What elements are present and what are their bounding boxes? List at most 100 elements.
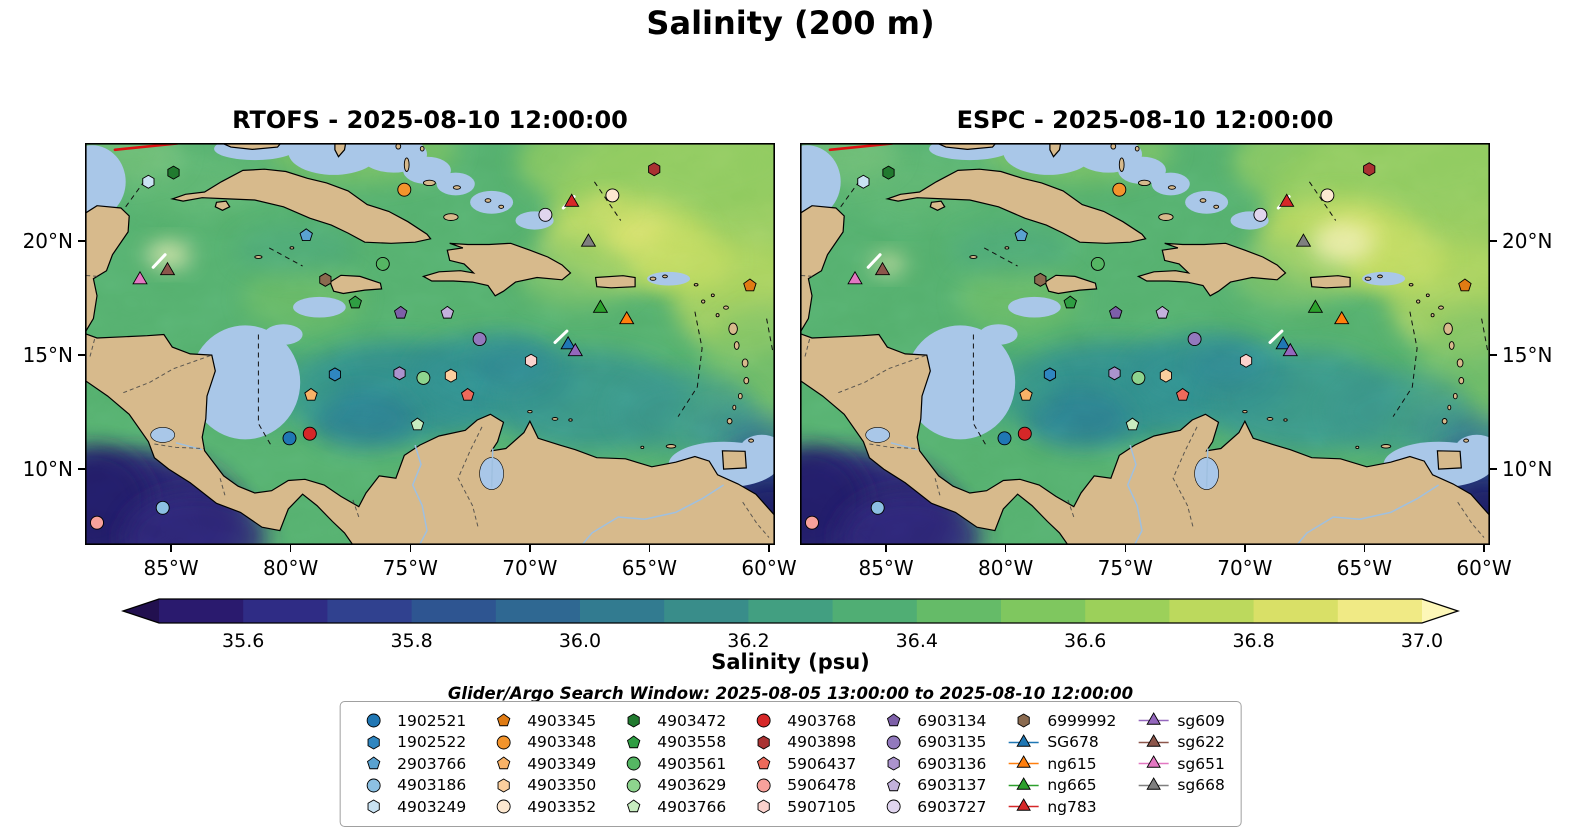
triangle-marker-glyph: [1146, 733, 1161, 747]
circle-marker-glyph: [756, 778, 771, 793]
river: [1126, 444, 1143, 545]
panel-title-rtofs: RTOFS - 2025-08-10 12:00:00: [232, 106, 628, 134]
legend-entry-4903768: 4903768: [746, 710, 856, 732]
legend-entry-5906478: 5906478: [746, 775, 856, 797]
shallow-bank: [1185, 190, 1229, 214]
x-tick-label: 80°W: [978, 556, 1034, 580]
small-island: [254, 255, 263, 259]
y-tick-label: 20°N: [22, 229, 73, 254]
map-espc: [800, 143, 1490, 545]
shallow-bank: [1151, 172, 1190, 196]
small-island: [741, 358, 749, 368]
hexagon-marker-glyph: [367, 799, 380, 814]
marker-6903134: [393, 305, 408, 319]
small-island: [662, 274, 668, 279]
marker-4903349: [1019, 387, 1033, 401]
legend-label: 4903345: [527, 711, 597, 730]
circle-marker-glyph: [886, 735, 901, 750]
legend-label: 4903352: [527, 797, 597, 816]
small-island: [452, 185, 461, 190]
triangle-marker-glyph: [1146, 712, 1161, 725]
x-tick: [885, 545, 887, 552]
marker-4903898: [648, 162, 661, 177]
pentagon-marker-icon: [886, 713, 900, 727]
small-island: [649, 276, 657, 281]
shallow-bank: [470, 190, 514, 214]
x-tick: [529, 545, 531, 552]
country-border: [869, 443, 919, 449]
shallow-bank: [647, 271, 691, 286]
legend-entry-sg609: sg609: [1136, 710, 1225, 732]
legend-label: 2903766: [397, 754, 467, 773]
small-island: [737, 392, 743, 400]
triangle-marker-glyph: [1016, 755, 1031, 768]
marker-4903766: [1125, 417, 1140, 431]
pentagon-marker-icon: [626, 735, 640, 748]
marker-sg609: [567, 342, 583, 357]
country-border: [934, 478, 941, 496]
jamaica: [329, 274, 383, 295]
small-island: [723, 305, 729, 310]
marker-4903345: [743, 278, 757, 292]
pentagon-marker-glyph: [886, 778, 900, 791]
river: [411, 444, 428, 545]
marker-1902521: [282, 431, 297, 446]
y-tick-label: 15°N: [1502, 343, 1553, 368]
pentagon-marker-icon: [496, 756, 510, 770]
circle-marker-glyph: [496, 735, 511, 750]
legend-entry-6903134: 6903134: [876, 710, 986, 732]
marker-4903768: [1017, 426, 1032, 441]
isla-juventud: [214, 200, 231, 211]
x-tick-label: 80°W: [263, 556, 319, 580]
small-island: [1456, 358, 1464, 368]
y-tick: [1490, 240, 1497, 242]
marker-6903727: [1253, 207, 1268, 222]
small-island: [640, 445, 645, 450]
marker-4903561: [375, 256, 390, 271]
small-island: [498, 204, 505, 209]
marker-sg622: [159, 261, 176, 276]
colorbar-tick-label: 37.0: [1400, 630, 1444, 652]
marker-sg651: [847, 270, 863, 285]
hexagon-marker-glyph: [497, 778, 510, 793]
small-island: [289, 246, 295, 250]
circle-marker-icon: [626, 778, 641, 793]
small-island: [527, 409, 533, 414]
pentagon-marker-icon: [756, 756, 770, 770]
shallow-bank: [905, 325, 1016, 440]
andros: [334, 143, 347, 158]
marker-6903135: [472, 332, 487, 347]
colorbar-over-arrow: [1422, 599, 1458, 623]
small-island: [748, 438, 754, 443]
legend-entry-5907105: 5907105: [746, 796, 856, 818]
circle-marker-glyph: [496, 799, 511, 814]
colorbar-tick-label: 35.6: [222, 630, 265, 652]
legend-label: sg668: [1177, 776, 1225, 795]
circle-marker-glyph: [886, 799, 901, 814]
hexagon-marker-icon: [627, 713, 640, 728]
x-tick-label: 60°W: [741, 556, 797, 580]
map-plot-rtofs: [85, 143, 775, 545]
triangle-marker-icon: [1138, 712, 1169, 725]
marker-2903766: [299, 228, 313, 242]
x-tick: [1363, 545, 1366, 552]
shallow-bank: [264, 324, 303, 345]
x-tick-label: 60°W: [1456, 556, 1512, 580]
andros: [1049, 143, 1062, 158]
small-island: [1167, 185, 1176, 190]
legend-label: 4903629: [657, 776, 727, 795]
legend-label: sg651: [1177, 754, 1225, 773]
legend-entry-4903472: 4903472: [616, 710, 726, 732]
y-tick: [78, 354, 85, 356]
small-island: [1377, 274, 1383, 279]
colorbar-tick-label: 36.2: [727, 630, 770, 652]
pentagon-marker-glyph: [886, 713, 900, 727]
x-tick: [409, 545, 412, 552]
glider-track-sg678: [553, 329, 569, 344]
triangle-marker-glyph: [1146, 755, 1161, 768]
small-island: [701, 299, 706, 304]
country-border: [123, 354, 212, 394]
marker-SG678: [1275, 335, 1291, 350]
legend-entry-4903348: 4903348: [486, 732, 596, 754]
glider-track-west: [866, 253, 882, 269]
